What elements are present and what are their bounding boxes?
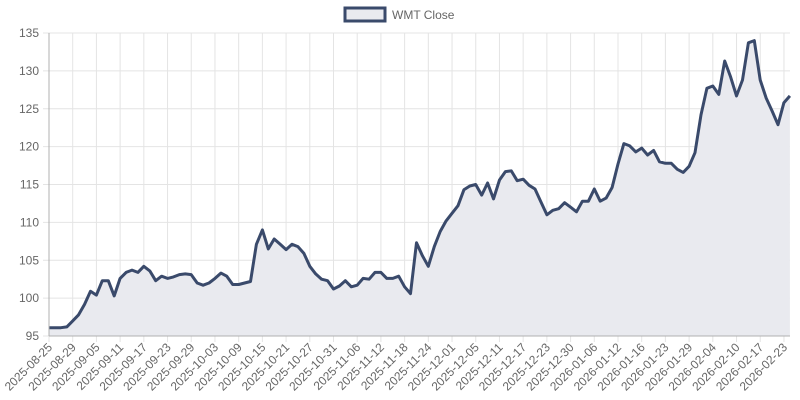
legend-label: WMT Close: [392, 8, 455, 22]
legend-swatch-icon: [343, 6, 387, 23]
y-tick-label: 100: [19, 291, 39, 305]
area-fill: [49, 39, 792, 336]
axes: [48, 33, 790, 337]
y-tick-label: 115: [20, 178, 39, 192]
x-axis-ticks: 2025-08-252025-08-292025-09-052025-09-11…: [2, 340, 790, 394]
y-tick-label: 125: [19, 102, 39, 116]
y-tick-label: 120: [19, 140, 39, 154]
price-line: [49, 39, 792, 330]
y-tick-label: 105: [19, 253, 39, 267]
y-tick-label: 130: [19, 64, 39, 78]
y-tick-label: 135: [19, 26, 39, 40]
y-axis-ticks: 95 100 105 110 115 120 125 130 135: [19, 26, 39, 343]
y-tick-label: 110: [20, 215, 39, 229]
y-tick-label: 95: [26, 329, 40, 343]
legend[interactable]: WMT Close: [343, 6, 455, 23]
area-fill-shape: [49, 40, 790, 336]
